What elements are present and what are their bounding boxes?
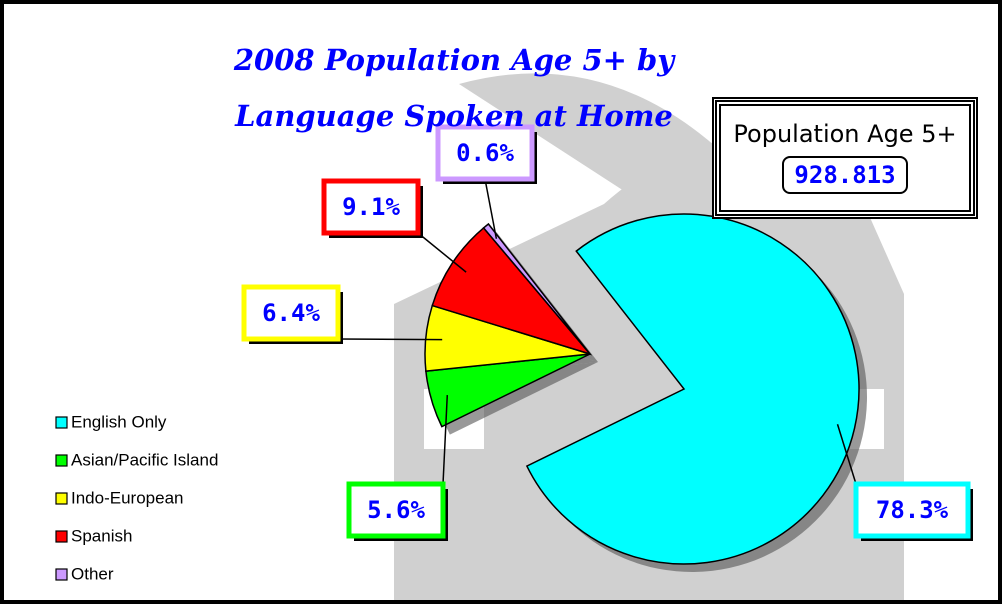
data-label: 6.4% [262, 299, 320, 327]
legend-swatch [55, 568, 68, 581]
data-label: 9.1% [342, 193, 400, 221]
annotation-box: Population Age 5+ 928.813 [712, 97, 978, 219]
chart-title: 2008 Population Age 5+ by Language Spoke… [233, 43, 675, 133]
leader-line [442, 394, 449, 485]
data-label: 0.6% [456, 139, 514, 167]
legend-swatch [55, 492, 68, 505]
data-label: 78.3% [876, 496, 949, 524]
label-box [321, 178, 421, 236]
label-box [241, 284, 341, 342]
slice [525, 213, 860, 565]
annotation-label: Population Age 5+ [733, 120, 957, 148]
label-box [853, 481, 971, 539]
legend-label: Asian/Pacific Island [71, 450, 218, 469]
legend-label: Other [71, 564, 114, 583]
chart-canvas: 78.3% 5.6% 6.4% 9.1% 0.6% English Only Asian/P… [55, 73, 973, 600]
legend-label: Indo-European [71, 488, 183, 507]
leader-line [337, 338, 443, 341]
leader-line [417, 232, 467, 273]
label-box [346, 481, 446, 539]
legend-label: English Only [71, 412, 167, 431]
annotation-value: 928.813 [782, 156, 908, 194]
legend-swatch [55, 454, 68, 467]
legend-swatch [55, 530, 68, 543]
leader-line [836, 424, 857, 485]
legend-label: Spanish [71, 526, 132, 545]
data-label: 5.6% [367, 496, 425, 524]
slice [482, 222, 591, 355]
slice [431, 226, 593, 356]
label-box [435, 124, 535, 182]
leader-line [484, 178, 498, 239]
legend-swatch [55, 416, 68, 429]
